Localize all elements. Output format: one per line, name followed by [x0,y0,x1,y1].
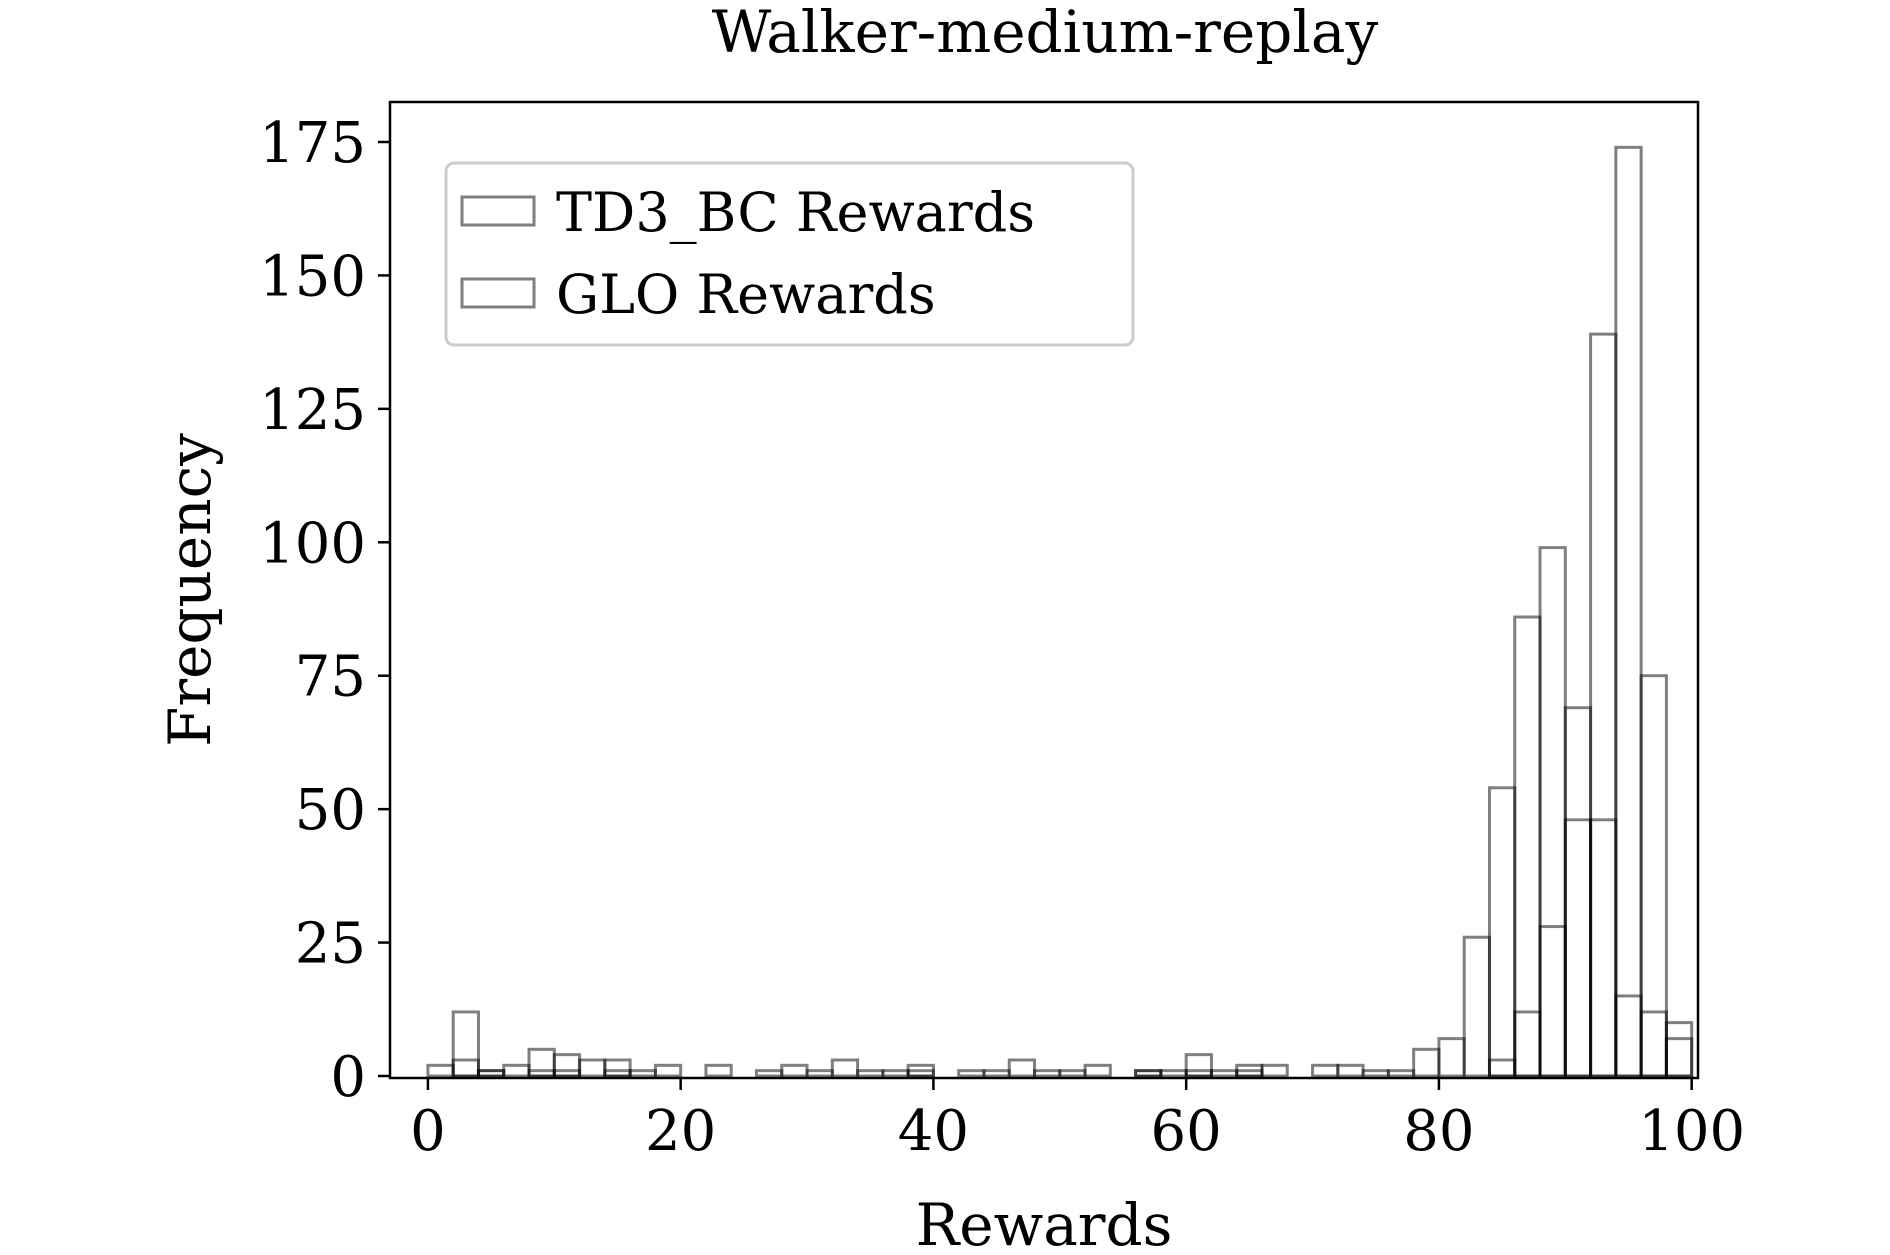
bar-td3bc-8 [628,1069,657,1078]
x-tick-label-1: 20 [645,1099,716,1164]
bar-td3bc-15 [856,1069,885,1078]
bar-td3bc-21 [1033,1069,1062,1078]
legend-box [444,161,1135,347]
bar-td3bc-42 [1614,145,1643,1078]
y-tick-label-2: 50 [295,778,366,843]
y-tick-label-0: 0 [330,1045,366,1110]
bar-td3bc-25 [1159,1069,1188,1078]
bar-td3bc-11 [754,1069,784,1078]
y-axis-label: Frequency [156,433,224,747]
bar-td3bc-41 [1589,332,1618,1078]
bar-td3bc-6 [578,1058,607,1078]
bar-td3bc-34 [1412,1047,1441,1078]
bar-glo-5 [906,1069,935,1078]
bar-td3bc-29 [1260,1063,1289,1078]
x-tick-label-3: 60 [1151,1099,1222,1164]
legend-label-glo: GLO Rewards [556,263,936,326]
legend: TD3_BC Rewards GLO Rewards [444,161,1135,347]
bar-td3bc-1 [451,1010,480,1078]
y-tick-label-6: 150 [259,244,366,309]
bar-td3bc-35 [1437,1037,1466,1078]
bar-td3bc-3 [502,1063,531,1078]
bar-td3bc-36 [1462,935,1491,1078]
bar-td3bc-12 [780,1063,809,1078]
legend-label-td3bc: TD3_BC Rewards [556,181,1035,244]
bar-glo-2 [527,1069,556,1078]
bar-glo-13 [1589,818,1618,1078]
bar-td3bc-10 [704,1063,733,1078]
bar-td3bc-31 [1336,1063,1365,1078]
y-axis-ticks: 0 25 50 75 100 125 150 175 [259,111,390,1110]
x-axis-label: Rewards [916,1191,1173,1255]
bar-td3bc-16 [881,1069,910,1078]
bar-td3bc-0 [426,1063,455,1078]
bar-td3bc-7 [603,1058,632,1078]
bar-glo-0 [451,1058,480,1078]
bar-td3bc-43 [1639,674,1668,1078]
bar-td3bc-30 [1311,1063,1340,1078]
y-tick-label-1: 25 [295,912,366,977]
y-tick-label-5: 125 [259,378,366,443]
bar-td3bc-18 [957,1069,986,1078]
bar-glo-7 [1184,1069,1213,1078]
bar-td3bc-39 [1538,546,1567,1078]
bar-td3bc-13 [805,1069,834,1078]
x-tick-label-5: 100 [1638,1099,1745,1164]
bar-glo-16 [1664,1037,1694,1078]
plot-frame [388,100,1700,1080]
bar-glo-3 [552,1069,582,1078]
bar-td3bc-38 [1513,615,1542,1078]
chart-title: Walker-medium-replay [712,0,1379,66]
bar-td3bc-5 [552,1053,582,1078]
bar-td3bc-26 [1184,1053,1213,1078]
bar-td3bc-44 [1664,1021,1694,1078]
bar-td3bc-33 [1386,1069,1416,1078]
bar-td3bc-20 [1007,1058,1037,1078]
bar-td3bc-9 [653,1063,683,1078]
bar-glo-6 [1134,1069,1163,1078]
bar-td3bc-22 [1058,1069,1087,1078]
bar-glo-1 [476,1069,506,1078]
bar-glo-12 [1563,818,1593,1078]
y-tick-label-7: 175 [259,111,366,176]
bar-td3bc-23 [1083,1063,1112,1078]
bars-layer [426,145,1694,1078]
bar-td3bc-32 [1361,1069,1390,1078]
bar-glo-9 [1487,1058,1517,1078]
legend-swatch-glo [460,277,536,309]
bar-glo-14 [1614,994,1643,1078]
bar-td3bc-37 [1487,786,1517,1078]
bar-td3bc-27 [1209,1069,1239,1078]
y-tick-label-4: 100 [259,511,366,576]
bar-glo-10 [1513,1010,1542,1078]
bar-glo-8 [1235,1069,1264,1078]
legend-swatch-td3bc [460,195,536,227]
x-axis-ticks: 0 20 40 60 80 100 [410,1078,1745,1164]
bar-glo-4 [603,1069,632,1078]
bar-td3bc-40 [1563,706,1593,1078]
bar-td3bc-19 [982,1069,1011,1078]
bar-td3bc-14 [830,1058,860,1078]
bar-glo-11 [1538,925,1567,1078]
x-tick-label-4: 80 [1403,1099,1474,1164]
y-tick-label-3: 75 [295,645,366,710]
x-tick-label-0: 0 [410,1099,446,1164]
x-tick-label-2: 40 [898,1099,969,1164]
bar-glo-15 [1639,1010,1668,1078]
